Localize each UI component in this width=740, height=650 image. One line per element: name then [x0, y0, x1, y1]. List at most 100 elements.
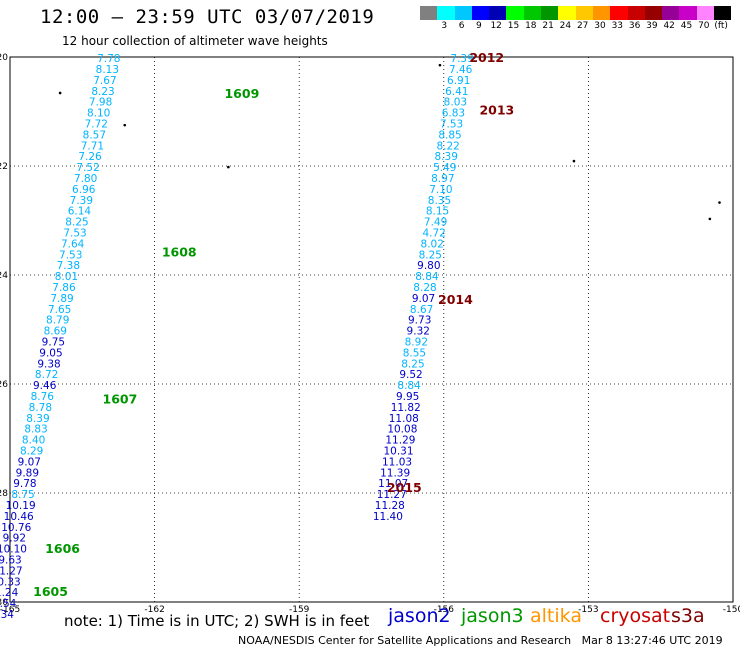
- satellite-legend-jason3: jason3: [461, 605, 524, 627]
- swh-value: 9.92: [3, 533, 26, 545]
- swh-value: 7.39: [70, 195, 93, 207]
- colorbar-label: 36: [628, 21, 641, 31]
- swh-value: 7.53: [63, 227, 86, 239]
- timestamp-text: Mar 8 13:27:46 UTC 2019: [581, 634, 723, 647]
- colorbar-swatch: [575, 6, 593, 20]
- swh-value: 11.54: [0, 598, 17, 610]
- swh-value: 5.49: [433, 162, 456, 174]
- swh-value: 10.76: [1, 522, 31, 534]
- swh-value: 7.26: [78, 151, 102, 163]
- swh-value: 6.14: [68, 206, 92, 218]
- swh-value: 10.31: [383, 445, 413, 457]
- colorbar-swatch: [610, 6, 628, 20]
- colorbar-swatch: [679, 6, 697, 20]
- swh-value: 8.69: [44, 326, 67, 338]
- swh-value: 7.78: [97, 53, 120, 65]
- swh-value: 9.05: [39, 347, 62, 359]
- x-tick-label: -165: [0, 605, 20, 615]
- colorbar-label: 21: [542, 21, 554, 31]
- swh-value: 11.29: [385, 435, 415, 447]
- swh-value: 4.72: [422, 227, 445, 239]
- colorbar-label: 3: [441, 21, 448, 31]
- colorbar-label: 24: [559, 21, 572, 31]
- swh-value: 7.65: [48, 304, 71, 316]
- colorbar-swatch: [471, 6, 490, 20]
- y-tick-label: -30: [0, 598, 8, 608]
- island-marker: [718, 201, 721, 204]
- time-label: 2013: [479, 102, 514, 117]
- colorbar-label: 9: [476, 21, 482, 31]
- swh-value: 11.03: [382, 456, 412, 468]
- swh-value: 10.19: [6, 500, 36, 512]
- swh-value: 8.03: [444, 97, 467, 109]
- swh-value: 8.15: [426, 206, 449, 218]
- swh-value: 11.24: [0, 587, 19, 599]
- swh-value: 9.52: [399, 369, 422, 381]
- swh-value: 7.89: [50, 293, 73, 305]
- y-tick-label: -26: [0, 380, 8, 390]
- swh-value: 8.39: [435, 151, 458, 163]
- colorbar-swatch: [592, 6, 611, 20]
- satellite-legend-cryosat: cryosat: [600, 605, 671, 627]
- y-tick-label: -20: [0, 53, 8, 63]
- swh-value: 8.55: [403, 347, 426, 359]
- footer-note: note: 1) Time is in UTC; 2) SWH is in fe…: [64, 612, 370, 630]
- swh-value: 11.27: [377, 489, 407, 501]
- plot-frame: [9, 56, 734, 603]
- colorbar-swatch: [662, 6, 680, 20]
- swh-value: 8.13: [96, 64, 119, 76]
- satellite-legend-s3a: s3a: [671, 605, 705, 627]
- swh-value: 6.41: [445, 86, 468, 98]
- swh-value: 11.07: [378, 478, 408, 490]
- swh-value: 11.40: [373, 511, 403, 523]
- x-tick-label: -150: [723, 605, 740, 615]
- swh-value: 8.01: [55, 271, 78, 283]
- colorbar-swatch: [627, 6, 645, 20]
- swh-value: 9.95: [396, 391, 419, 403]
- swh-value: 8.25: [65, 217, 88, 229]
- swh-value: 9.46: [33, 380, 57, 392]
- swh-value: 10.46: [4, 511, 34, 523]
- swh-value: 8.79: [46, 315, 69, 327]
- swh-value: 8.25: [401, 358, 424, 370]
- swh-value: 9.32: [407, 326, 430, 338]
- colorbar-swatch: [523, 6, 542, 20]
- island-marker: [438, 63, 442, 67]
- colorbar-label: 18: [525, 21, 537, 31]
- colorbar-label: 6: [458, 21, 465, 31]
- y-tick-label: -24: [0, 271, 8, 281]
- page-title: 12:00 – 23:59 UTC 03/07/2019: [40, 6, 375, 28]
- swh-value: 7.38: [57, 260, 80, 272]
- swh-value: 10.08: [387, 424, 417, 436]
- swh-value: 7.98: [89, 97, 112, 109]
- swh-value: 7.49: [424, 217, 447, 229]
- swh-value: 9.07: [412, 293, 435, 305]
- swh-value: 9.73: [408, 315, 431, 327]
- swh-value: 8.39: [26, 413, 49, 425]
- swh-value: 8.57: [83, 129, 106, 141]
- satellite-legend-jason2: jason2: [388, 605, 451, 627]
- satellite-legend-altika: altika: [530, 605, 582, 627]
- time-label: 1608: [162, 245, 197, 260]
- colorbar-swatch: [437, 6, 455, 20]
- colorbar-swatch: [420, 6, 438, 20]
- swh-value: 8.83: [24, 424, 47, 436]
- swh-value: 8.75: [11, 489, 34, 501]
- colorbar-swatch: [644, 6, 663, 20]
- swh-value: 10.10: [0, 544, 27, 556]
- colorbar-label: 39: [646, 21, 658, 31]
- time-label: 1605: [33, 584, 68, 599]
- colorbar-swatch: [714, 6, 732, 20]
- time-label: 2015: [387, 480, 422, 495]
- swh-value: 11.82: [391, 402, 421, 414]
- swh-value: 8.40: [22, 435, 45, 447]
- swh-value: 9.89: [16, 467, 39, 479]
- colorbar-swatch: [489, 6, 507, 20]
- colorbar-label: 15: [507, 21, 520, 31]
- swh-value: 7.52: [76, 162, 99, 174]
- time-label: 2012: [469, 50, 504, 65]
- swh-value: 8.35: [428, 195, 451, 207]
- x-tick-label: -159: [289, 605, 310, 615]
